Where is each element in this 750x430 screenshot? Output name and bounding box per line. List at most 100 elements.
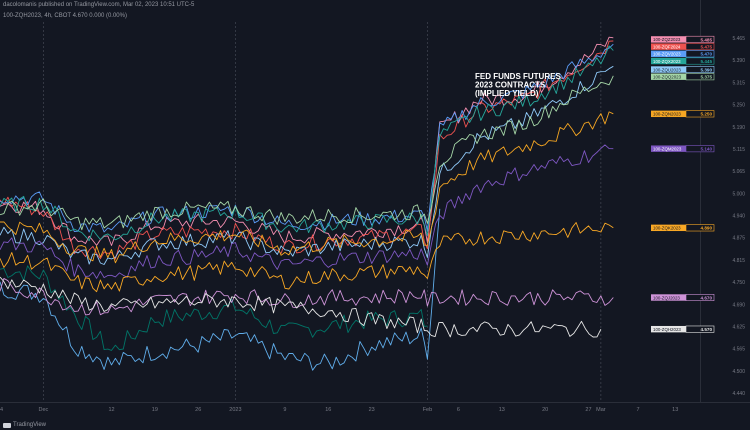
y-tick-label: 5.390 <box>732 58 745 64</box>
x-tick-label: 20 <box>542 407 548 413</box>
series-tag-100-zqu2023: 100-ZQU2023 5.390 <box>651 66 715 74</box>
tag-name-bg <box>651 325 686 333</box>
series-line-100-zqv2023 <box>0 43 614 233</box>
series-tag-100-zqz2023: 100-ZQZ2023 5.485 <box>651 35 715 43</box>
tag-value: 4.890 <box>701 226 713 231</box>
tag-name-bg <box>651 294 686 301</box>
tag-value: 5.485 <box>701 37 713 42</box>
tag-name: 100-ZQH2023 <box>653 327 681 332</box>
x-tick-label: 16 <box>325 407 331 413</box>
x-tick-label: 6 <box>457 407 460 413</box>
tag-name: 100-ZQV2023 <box>653 52 681 57</box>
series-line-100-zqz2023 <box>0 36 614 246</box>
tag-name: 100-ZQX2023 <box>653 59 681 64</box>
tag-value: 4.670 <box>701 295 713 300</box>
y-tick-label: 4.750 <box>732 280 745 286</box>
series-tag-100-zqn2023: 100-ZQN2023 5.250 <box>651 110 715 118</box>
x-tick-label: 7 <box>637 407 640 413</box>
x-tick-label: 27 <box>585 407 591 413</box>
series-tag-100-zqx2023: 100-ZQX2023 5.445 <box>651 57 715 65</box>
tag-name-bg <box>651 145 686 152</box>
tag-value-bg <box>685 224 715 232</box>
tag-name: 100-ZQU2023 <box>653 67 681 72</box>
tag-name-bg <box>651 110 686 118</box>
brand: TradingView <box>3 422 46 428</box>
tag-name: 100-ZQZ2023 <box>653 37 681 42</box>
tag-name-bg <box>651 57 686 65</box>
tradingview-logo-icon <box>3 422 11 428</box>
y-tick-label: 5.065 <box>732 169 745 175</box>
series-tag-100-zqk2023: 100-ZQK2023 4.890 <box>651 224 715 232</box>
tag-name: 100-ZQN2023 <box>653 112 681 117</box>
y-tick-label: 4.625 <box>732 324 745 330</box>
tag-value-bg <box>685 110 715 118</box>
tag-name: 100-ZQM2023 <box>653 146 682 151</box>
x-tick-label: Mar <box>596 407 606 413</box>
series-tag-100-zqv2023: 100-ZQV2023 5.470 <box>651 50 715 58</box>
tag-value: 5.390 <box>701 67 713 72</box>
brand-name: TradingView <box>13 422 47 428</box>
tag-value-bg <box>685 50 715 58</box>
tag-name-bg <box>651 43 686 50</box>
series-tag-100-zqq2023: 100-ZQQ2023 5.375 <box>651 73 715 81</box>
y-tick-label: 5.465 <box>732 36 745 42</box>
tag-name: 100-ZQQ2023 <box>653 75 682 80</box>
tag-name-bg <box>651 36 686 43</box>
tag-name-bg <box>651 73 686 80</box>
tag-name: 100-ZQJ2023 <box>653 295 680 300</box>
series-tag-100-zqj2023: 100-ZQJ2023 4.670 <box>651 293 715 301</box>
tag-name-bg <box>651 50 686 58</box>
tag-value-bg <box>685 293 715 301</box>
series-line-light-blue-low <box>0 208 441 371</box>
tag-value-bg <box>685 66 715 74</box>
tag-value-bg <box>685 73 715 81</box>
x-tick-label: 13 <box>672 407 678 413</box>
series-tag-100-zqh2023: 100-ZQH2023 4.570 <box>651 325 715 333</box>
y-tick-label: 4.440 <box>732 391 745 397</box>
y-tick-label: 5.315 <box>732 80 745 86</box>
symbol-legend: 100-ZQH2023, 4h, CBOT 4.670 0.000 (0.00%… <box>3 13 127 19</box>
series-line-100-zqk2023 <box>0 222 614 293</box>
x-tick-label: 23 <box>369 407 375 413</box>
series-line-100-zqj2023 <box>0 277 614 316</box>
tag-value-bg <box>685 35 715 43</box>
tag-value-bg <box>685 57 715 65</box>
tag-value-bg <box>685 325 715 333</box>
x-tick-label: 2023 <box>229 407 241 413</box>
series-line-100-zqx2023 <box>0 45 614 242</box>
chart-title-line-2: (IMPLIED YIELD) <box>475 89 539 98</box>
series-tag-100-zqm2023: 100-ZQM2023 5.140 <box>651 145 715 153</box>
tag-value: 5.375 <box>701 75 713 80</box>
series-tag-100-zqf2024: 100-ZQF2024 5.475 <box>651 43 715 51</box>
tag-value: 5.140 <box>701 147 713 152</box>
series-line-deep-teal-low <box>0 265 428 351</box>
y-tick-label: 5.000 <box>732 191 745 197</box>
y-tick-label: 5.115 <box>733 147 745 153</box>
series-line-100-zqh2023 <box>0 276 602 338</box>
tag-value: 5.250 <box>701 112 713 117</box>
publisher-line: dacolomanis published on TradingView.com… <box>3 2 195 8</box>
x-tick-label: 13 <box>499 407 505 413</box>
series-line-100-zqu2023 <box>0 65 614 265</box>
y-tick-label: 4.565 <box>732 347 745 353</box>
y-tick-label: 4.815 <box>732 258 745 264</box>
series-line-100-zqn2023 <box>0 111 614 264</box>
tag-value: 5.475 <box>701 45 713 50</box>
tag-value: 5.445 <box>701 59 713 64</box>
tag-value-bg <box>685 145 715 153</box>
series-line-100-zqm2023 <box>0 144 614 279</box>
chart-title-line-0: FED FUNDS FUTURES <box>475 72 561 81</box>
x-tick-label: 24 <box>0 407 3 413</box>
tag-name: 100-ZQK2023 <box>653 226 681 231</box>
y-tick-label: 4.875 <box>732 236 745 242</box>
tag-value: 5.470 <box>701 52 713 57</box>
x-tick-label: Feb <box>423 407 432 413</box>
series-line-100-zqq2023 <box>0 75 614 231</box>
x-tick-label: 19 <box>152 407 158 413</box>
x-tick-label: 9 <box>283 407 286 413</box>
y-tick-label: 4.690 <box>732 302 745 308</box>
series-line-100-zqf2024 <box>0 40 614 260</box>
y-tick-label: 4.500 <box>732 369 745 375</box>
x-tick-label: 26 <box>195 407 201 413</box>
